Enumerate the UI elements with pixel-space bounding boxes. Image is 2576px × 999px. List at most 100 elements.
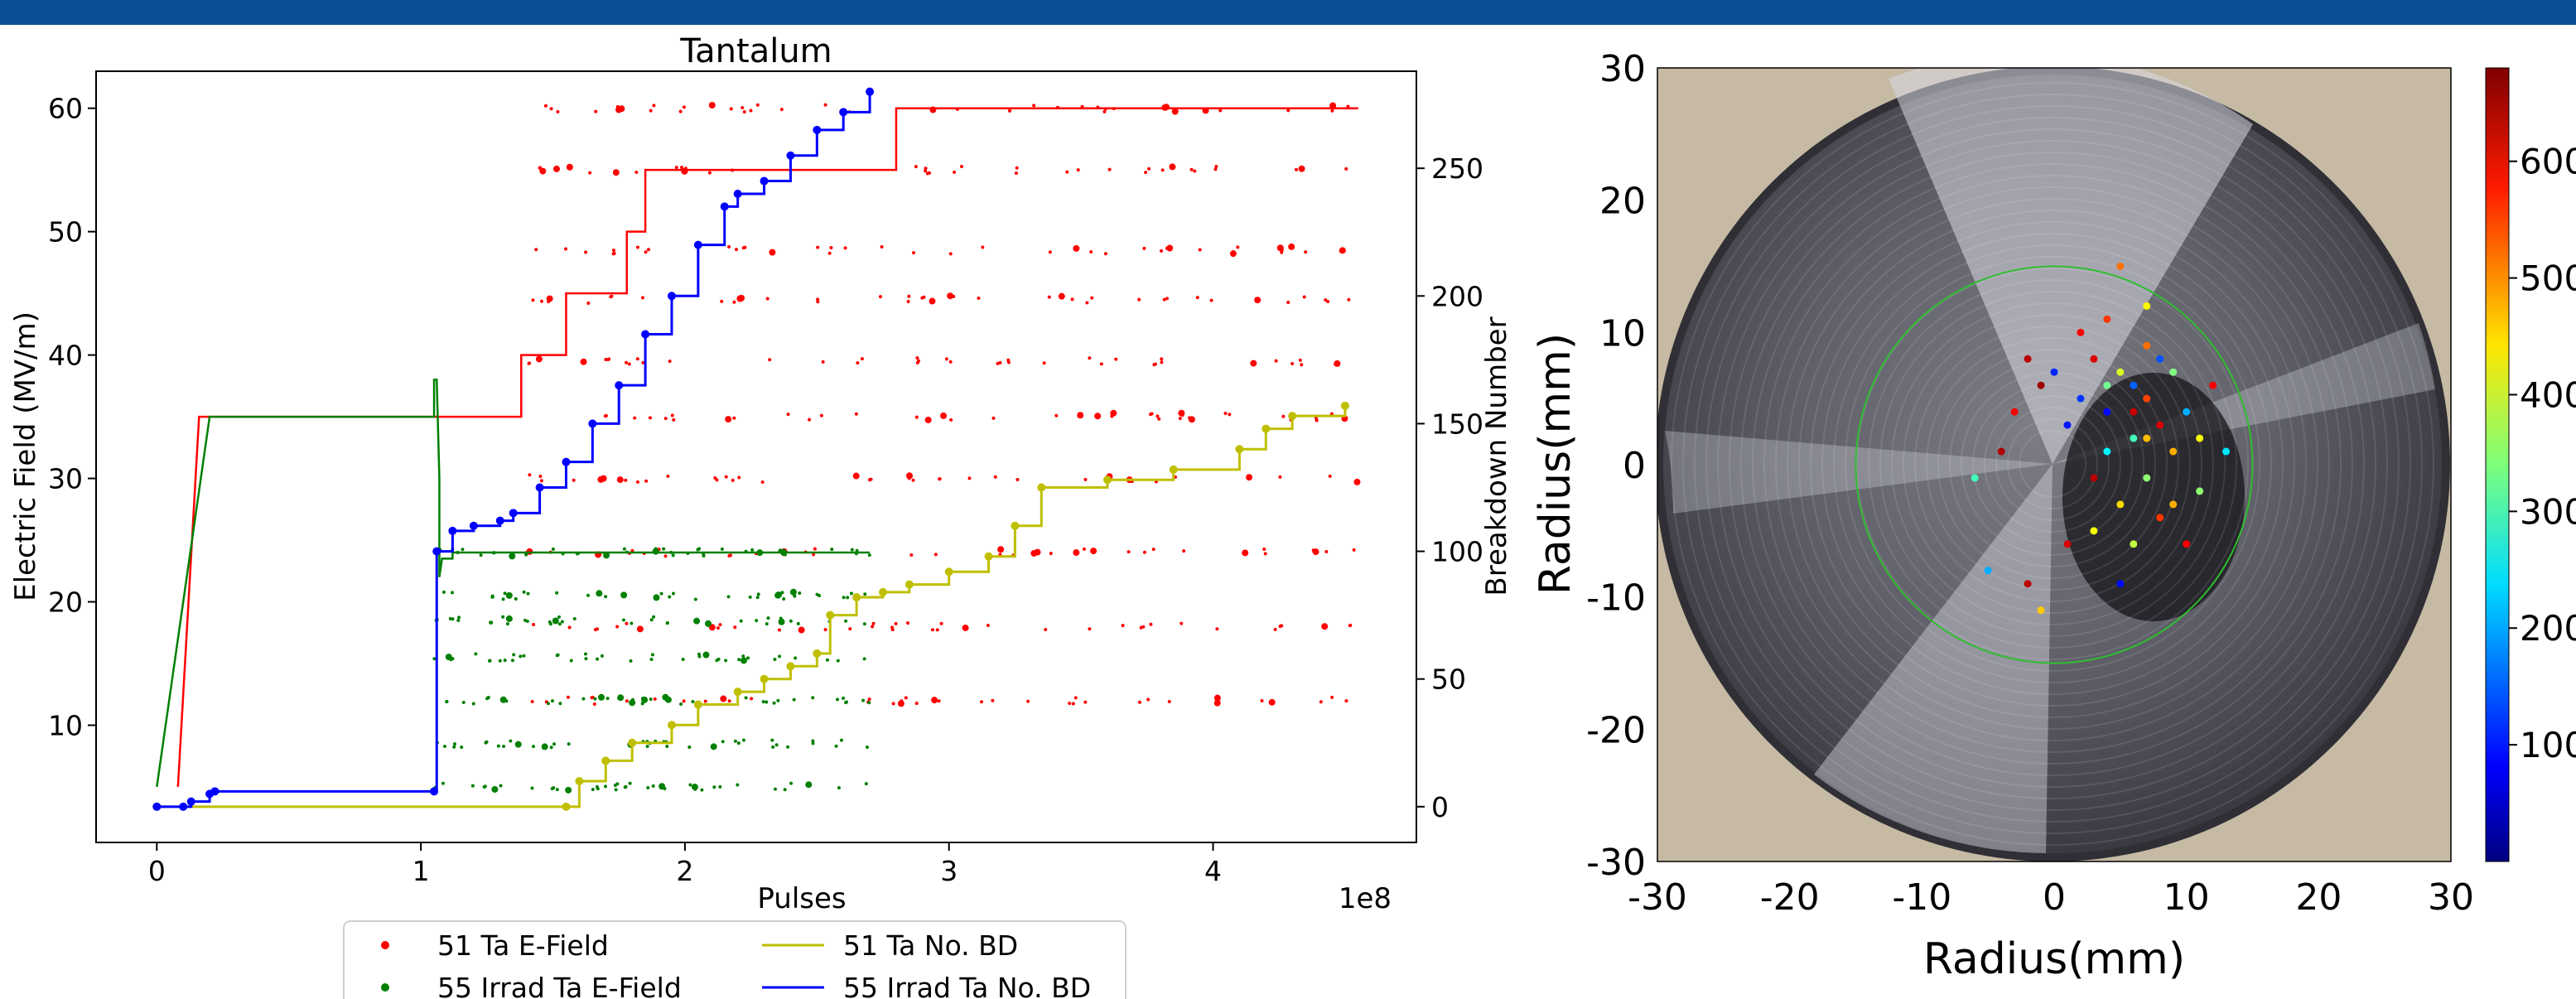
legend-label-51-efield: 51 Ta E-Field <box>437 929 609 962</box>
series-point-2 <box>733 688 742 697</box>
scatter-point-51-efield <box>634 171 639 175</box>
scatter-point-55-efield <box>565 786 572 794</box>
chart-title: Tantalum <box>679 32 832 70</box>
scatter-point-55-efield <box>546 702 550 706</box>
scatter-point-51-efield <box>843 246 847 250</box>
scatter-point-55-efield <box>712 785 716 789</box>
scatter-point-55-efield <box>604 784 608 789</box>
scatter-point-55-efield <box>522 654 526 658</box>
scatter-point-51-efield <box>991 416 996 420</box>
scatter-point-51-efield <box>938 477 942 481</box>
scatter-point-51-efield <box>534 248 538 252</box>
scatter-point-51-efield <box>1155 414 1160 418</box>
scatter-point-51-efield <box>959 164 963 168</box>
scatter-point-55-efield <box>818 593 822 597</box>
scatter-point-51-efield <box>530 699 534 703</box>
legend-label-55-bd: 55 Irrad Ta No. BD <box>843 972 1091 999</box>
breakdown-map-chart: -30 -20 -10 0 10 20 30 -30 -20 -10 0 10 20 30 Radius(… <box>1531 48 2576 984</box>
scatter-point-51-efield <box>1288 243 1295 250</box>
scatter-point-55-efield <box>617 694 625 702</box>
colorbar-tick-label: 600 <box>2520 142 2576 182</box>
scatter-point-51-efield <box>1149 622 1153 626</box>
scatter-point-55-efield <box>460 746 464 750</box>
scatter-point-55-efield <box>737 658 741 662</box>
breakdown-point <box>2130 434 2138 442</box>
scatter-point-51-efield <box>1083 477 1088 481</box>
scatter-point-51-efield <box>977 296 981 300</box>
scatter-point-55-efield <box>741 654 745 659</box>
scatter-point-51-efield <box>852 472 860 480</box>
series-point-3 <box>432 547 441 556</box>
legend-marker-51-efield <box>381 941 389 949</box>
scatter-point-51-efield <box>725 416 732 423</box>
scatter-point-55-efield <box>503 659 507 663</box>
scatter-point-55-efield <box>581 697 586 701</box>
breakdown-point <box>1971 474 1979 482</box>
scatter-point-51-efield <box>1302 295 1306 299</box>
scatter-point-55-efield <box>505 591 513 599</box>
scatter-point-51-efield <box>607 357 611 361</box>
scatter-point-55-efield <box>693 597 697 601</box>
machining-ring <box>1879 291 2226 637</box>
machining-ring <box>1914 326 2191 602</box>
scatter-point-51-efield <box>713 475 717 480</box>
scatter-point-51-efield <box>625 699 629 703</box>
machining-rings <box>1671 82 2434 846</box>
scatter-point-55-efield <box>514 741 522 748</box>
scatter-point-55-efield <box>864 782 868 786</box>
y-axis-label: Electric Field (MV/m) <box>9 311 42 601</box>
scatter-point-55-efield <box>596 787 600 791</box>
scatter-point-51-efield <box>786 413 790 417</box>
scatter-point-51-efield <box>732 300 736 304</box>
scatter-point-55-efield <box>549 746 553 750</box>
scatter-point-51-efield <box>1047 295 1051 299</box>
scatter-point-51-efield <box>1324 549 1329 553</box>
series-point-3 <box>562 457 571 466</box>
scatter-point-55-efield <box>705 620 712 627</box>
breakdown-point <box>2143 341 2151 350</box>
series-point-2 <box>575 777 584 786</box>
scatter-point-51-efield <box>1077 412 1084 419</box>
colorbar <box>2485 67 2510 862</box>
scatter-point-55-efield <box>510 659 514 663</box>
scatter-point-51-efield <box>949 417 953 422</box>
scatter-point-51-efield <box>905 621 909 625</box>
scatter-point-51-efield <box>933 553 938 557</box>
scatter-point-55-efield <box>525 619 529 623</box>
machining-ring <box>1972 384 2133 544</box>
scatter-point-51-efield <box>1006 360 1011 364</box>
scatter-point-51-efield <box>931 628 935 632</box>
scatter-point-51-efield <box>1073 549 1080 557</box>
scatter-point-51-efield <box>580 358 587 365</box>
scatter-point-51-efield <box>1070 297 1074 302</box>
y2-tick-label: 150 <box>1431 408 1483 440</box>
x-tick-label: 1 <box>412 855 430 887</box>
series-point-3 <box>509 509 518 518</box>
machining-ring <box>1845 256 2260 672</box>
scatter-point-51-efield <box>821 360 825 364</box>
scatter-point-51-efield <box>1089 250 1093 254</box>
scatter-point-51-efield <box>649 109 653 113</box>
series-point-2 <box>1103 475 1112 485</box>
scatter-point-55-efield <box>733 739 737 743</box>
scatter-point-55-efield <box>761 700 765 704</box>
breakdown-point <box>2169 500 2178 509</box>
scatter-point-51-efield <box>935 628 939 632</box>
scatter-point-55-efield <box>646 785 650 789</box>
scatter-point-51-efield <box>727 699 731 703</box>
scatter-point-51-efield <box>1347 297 1351 302</box>
scatter-point-55-efield <box>650 653 654 657</box>
scatter-point-55-efield <box>693 787 697 791</box>
scatter-point-55-efield <box>756 592 760 596</box>
scatter-point-51-efield <box>816 300 820 304</box>
series-point-2 <box>904 580 914 589</box>
breakdown-point <box>2156 355 2164 363</box>
map-x-tick-label: -20 <box>1760 876 1820 919</box>
scatter-point-51-efield <box>1263 552 1267 556</box>
scatter-point-51-efield <box>998 360 1002 364</box>
scatter-point-51-efield <box>1228 413 1232 417</box>
map-y-tick-label: 0 <box>1623 445 1646 487</box>
scatter-point-51-efield <box>1236 245 1240 249</box>
scatter-point-51-efield <box>1103 252 1107 256</box>
machining-ring <box>1937 349 2168 579</box>
